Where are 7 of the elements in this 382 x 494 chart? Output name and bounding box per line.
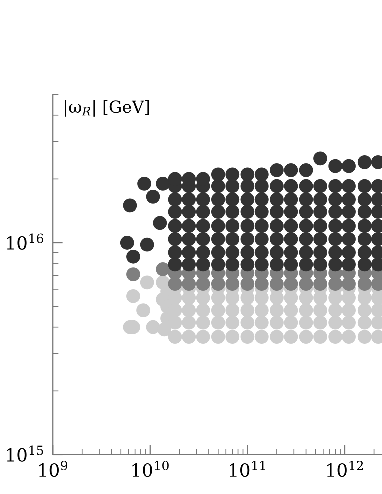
y-tick-label: 10$^{15}$ [7, 446, 44, 462]
x-tick-label: 10$^{11}$ [230, 460, 266, 478]
y-axis-title: |ω$_{R}$| [GeV] [65, 100, 150, 117]
x-tick-label: 10$^{12}$ [327, 460, 364, 478]
x-tick-label: 10$^{10}$ [132, 460, 169, 478]
x-tick-label: 10$^{9}$ [39, 460, 68, 478]
y-tick-label: 10$^{16}$ [7, 234, 44, 250]
